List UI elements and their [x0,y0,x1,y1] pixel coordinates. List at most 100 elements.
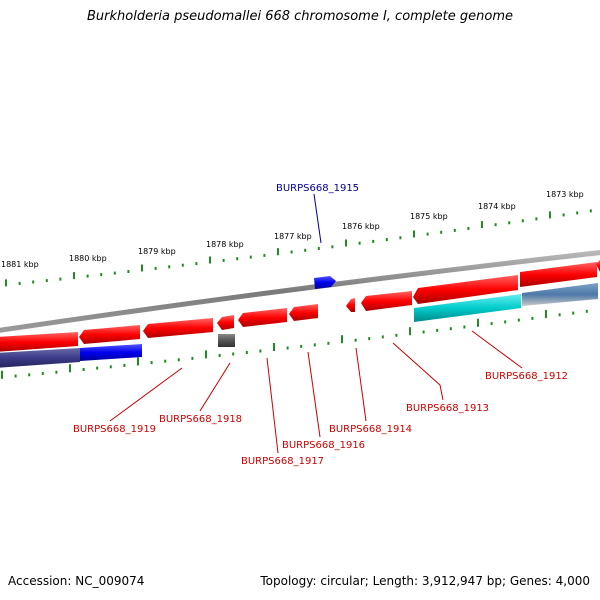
minor-tick [123,363,126,367]
gene-burps668-1914[interactable] [361,291,412,311]
major-tick [409,327,411,336]
minor-tick [589,209,592,213]
minor-tick [300,344,303,348]
gene-burps668-1912[interactable] [520,262,597,287]
gene-left-red-1[interactable] [79,325,140,344]
major-tick [209,256,211,264]
minor-tick [449,327,452,331]
minor-tick [59,277,62,281]
minor-tick [467,227,470,230]
gene-steel[interactable] [522,283,598,306]
minor-tick [263,253,266,257]
scale-label-1879: 1879 kbp [138,247,176,256]
scale-label-1880: 1880 kbp [69,254,107,263]
minor-tick [494,223,497,227]
minor-tick [436,328,439,332]
gene-small-red-2[interactable] [217,315,234,330]
gene-small-red[interactable] [346,298,355,312]
major-tick [273,343,275,351]
minor-tick [181,263,184,267]
minor-tick [399,236,402,240]
gene-burps668-1917[interactable] [238,308,287,327]
minor-tick [150,361,153,365]
minor-tick [358,241,361,245]
minor-tick [86,274,89,278]
label-burps668-1913[interactable]: BURPS668_1913 [406,403,489,414]
major-tick [277,248,279,256]
minor-tick [521,219,524,223]
minor-tick [55,370,58,374]
major-tick [413,230,415,238]
gene-blue-left[interactable] [80,344,142,361]
minor-tick [18,281,21,285]
gene-navy-left[interactable] [0,348,80,368]
label-burps668-1918[interactable]: BURPS668_1918 [159,414,242,425]
minor-tick [535,217,538,221]
major-tick [1,370,3,379]
minor-tick [385,238,388,242]
major-tick [205,350,207,359]
minor-tick [45,279,48,283]
minor-tick [517,318,520,322]
minor-tick [327,341,330,345]
minor-tick [440,230,443,234]
minor-tick [313,343,316,347]
gene-burps668-1918[interactable] [218,334,235,347]
minor-tick [218,354,221,357]
minor-tick [259,349,262,353]
scale-label-1873: 1873 kbp [546,190,584,199]
minor-tick [562,213,565,217]
gene-upper-right-edge[interactable] [596,260,600,272]
minor-tick [236,257,239,261]
label-burps668-1916[interactable]: BURPS668_1916 [282,440,365,451]
minor-tick [154,266,157,270]
gene-cyan[interactable] [414,294,521,322]
minor-tick [422,330,425,334]
major-tick [549,211,551,219]
minor-tick [14,374,17,378]
minor-tick [191,356,194,360]
minor-tick [96,366,99,370]
label-burps668-1912[interactable]: BURPS668_1912 [485,371,568,382]
minor-tick [576,211,579,215]
minor-tick [531,316,534,320]
scale-label-1878: 1878 kbp [206,240,244,249]
scale-label-1875: 1875 kbp [410,212,448,221]
minor-tick [113,271,116,275]
label-burps668-1917[interactable]: BURPS668_1917 [241,456,324,467]
gene-burps668-1913[interactable] [413,275,518,304]
minor-tick [232,352,235,356]
major-tick [5,279,7,287]
minor-tick [222,258,225,262]
genome-summary-text: Topology: circular; Length: 3,912,947 bp… [260,574,590,588]
label-burps668-1915[interactable]: BURPS668_1915 [276,183,359,194]
minor-tick [286,346,289,350]
gene-burps668-1915[interactable] [314,276,336,289]
page-title: Burkholderia pseudomallei 668 chromosome… [86,9,514,24]
major-tick [137,357,139,366]
scale-label-1881: 1881 kbp [1,260,39,269]
scale-label-1876: 1876 kbp [342,222,380,231]
gene-burps668-1916[interactable] [289,304,318,321]
gene-left-red-2[interactable] [0,332,78,352]
minor-tick [195,262,198,266]
minor-tick [490,322,493,326]
label-connectors [109,193,523,454]
minor-tick [100,273,103,277]
minor-tick [82,368,85,371]
gene-burps668-1919[interactable] [143,318,213,338]
label-burps668-1919[interactable]: BURPS668_1919 [73,424,156,435]
minor-tick [395,333,398,337]
label-burps668-1914[interactable]: BURPS668_1914 [329,424,412,435]
minor-tick [558,313,561,317]
minor-tick [585,309,588,313]
minor-tick [290,250,293,254]
minor-tick [164,359,167,363]
major-tick [341,335,343,344]
minor-tick [249,255,252,259]
major-tick [545,310,547,319]
minor-tick [354,338,357,342]
minor-tick [109,365,112,369]
